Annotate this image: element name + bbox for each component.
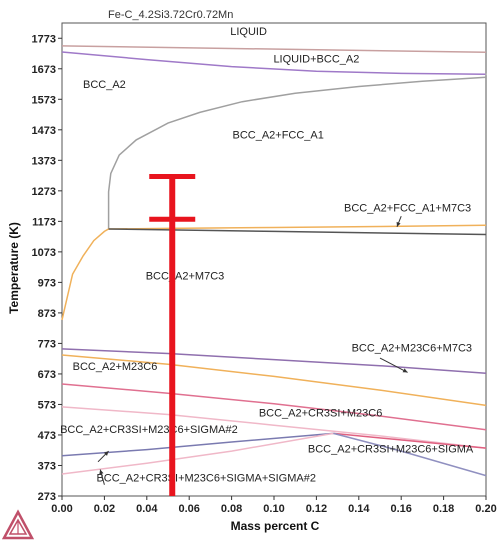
phase-boundary-line-12 (61, 432, 334, 475)
y-tick-label: 1273 (32, 186, 56, 198)
y-tick-label: 1573 (32, 94, 56, 106)
phase-label: BCC_A2+FCC_A1+M7C3 (344, 203, 471, 215)
y-tick-label: 673 (38, 369, 56, 381)
phase-boundary-line-7 (61, 354, 487, 407)
plot-area: LIQUID LIQUID+BCC_A2 BCC_A2 BCC_A2+FCC_A1 BC… (60, 22, 487, 497)
y-tick-label: 473 (38, 430, 56, 442)
y-tick-label: 1173 (32, 216, 56, 228)
phase-label: BCC_A2+M23C6+M7C3 (352, 342, 472, 354)
thermo-calc-logo (1, 509, 35, 540)
x-tick-label: 0.00 (51, 503, 72, 515)
phase-boundary-line-8 (61, 383, 487, 431)
phase-label: BCC_A2+M23C6 (73, 361, 158, 373)
x-tick-label: 0.08 (221, 503, 242, 515)
phase-label: LIQUID+BCC_A2 (273, 54, 359, 66)
phase-boundary-line-1 (61, 51, 487, 76)
phase-label: BCC_A2+M7C3 (146, 270, 225, 282)
phase-label: BCC_A2+CR3SI+M23C6 (259, 408, 383, 420)
x-tick-label: 0.14 (348, 503, 370, 515)
x-tick-label: 0.16 (390, 503, 411, 515)
annotation-arrowhead-1 (402, 368, 408, 373)
phase-boundary-line-10 (61, 432, 334, 457)
x-tick-label: 0.18 (433, 503, 454, 515)
y-tick-label: 1673 (32, 64, 56, 76)
x-tick-label: 0.04 (136, 503, 158, 515)
phase-boundary-line-0 (61, 45, 487, 54)
phase-boundary-line-5 (108, 228, 487, 236)
phase-label: BCC_A2+CR3SI+M23C6+SIGMA#2 (60, 424, 238, 436)
y-tick-label: 1473 (32, 125, 56, 137)
annotation-arrowhead-3 (99, 469, 104, 475)
y-tick-label: 773 (38, 338, 56, 350)
y-tick-label: 1773 (32, 33, 56, 45)
phase-boundary-line-11 (333, 432, 487, 449)
phase-label: BCC_A2+FCC_A1 (232, 129, 323, 141)
y-tick-label: 1373 (32, 155, 56, 167)
y-tick-label: 573 (38, 399, 56, 411)
phase-boundary-line-3 (107, 76, 487, 229)
x-tick-label: 0.12 (306, 503, 327, 515)
x-tick-label: 0.02 (94, 503, 115, 515)
annotation-arrow-1 (379, 357, 408, 373)
phase-boundary-line-6 (61, 348, 487, 375)
y-axis-label: Temperature (K) (7, 222, 21, 314)
phase-boundary-line-9 (61, 406, 487, 449)
x-axis-ticks: 0.00 0.02 0.04 0.06 0.08 0.10 0.12 0.14 0.16 0.18… (51, 496, 497, 515)
phase-label: LIQUID (230, 26, 267, 38)
y-tick-label: 1073 (32, 247, 56, 259)
annotation-arrowhead-2 (103, 451, 109, 456)
x-tick-label: 0.20 (475, 503, 496, 515)
phase-label: BCC_A2+CR3SI+M23C6+SIGMA+SIGMA#2 (96, 473, 315, 485)
y-axis-ticks: 273 373 473 573 673 773 873 973 1073 1173 1273 1373… (32, 33, 62, 503)
y-tick-label: 373 (38, 460, 56, 472)
y-tick-label: 273 (38, 491, 56, 503)
x-tick-label: 0.10 (263, 503, 284, 515)
y-tick-label: 973 (38, 277, 56, 289)
phase-boundary-line-13 (333, 432, 487, 477)
phase-boundary-line-4 (61, 224, 487, 321)
chart-title: Fe-C_4.2Si3.72Cr0.72Mn (108, 9, 233, 21)
phase-label: BCC_A2 (83, 79, 126, 91)
annotation-arrowhead-0 (396, 221, 401, 227)
y-tick-label: 873 (38, 308, 56, 320)
x-axis-label: Mass percent C (231, 519, 320, 533)
x-tick-label: 0.06 (178, 503, 199, 515)
phase-label: BCC_A2+CR3SI+M23C6+SIGMA (308, 444, 474, 456)
